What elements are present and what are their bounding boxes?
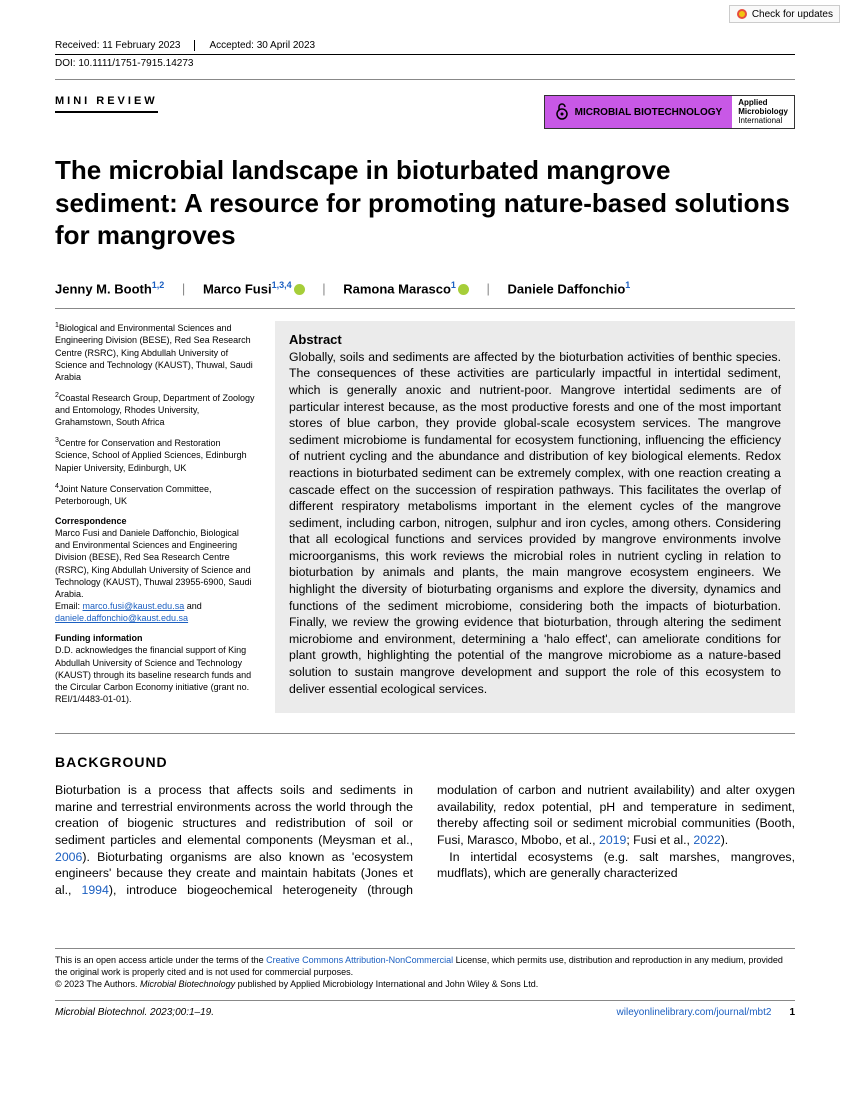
email-link-1[interactable]: marco.fusi@kaust.edu.sa xyxy=(83,601,185,611)
abstract-heading: Abstract xyxy=(289,331,781,349)
orcid-icon[interactable] xyxy=(458,284,469,295)
citation-link[interactable]: 2019 xyxy=(599,833,626,847)
check-updates-label: Check for updates xyxy=(752,9,833,20)
publisher-line3: International xyxy=(738,117,788,126)
author-1: Jenny M. Booth1,2 xyxy=(55,280,164,296)
abstract-text: Globally, soils and sediments are affect… xyxy=(289,350,781,696)
body-text: Bioturbation is a process that affects s… xyxy=(55,782,795,898)
copyright: © 2023 The Authors. Microbial Biotechnol… xyxy=(55,979,538,989)
check-updates-icon xyxy=(736,8,748,20)
open-access-icon xyxy=(555,103,569,121)
section-heading-background: BACKGROUND xyxy=(55,754,795,770)
meta-row: Received: 11 February 2023 Accepted: 30 … xyxy=(55,40,795,55)
abstract-box: Abstract Globally, soils and sediments a… xyxy=(275,321,795,713)
orcid-icon[interactable] xyxy=(294,284,305,295)
citation-link[interactable]: 2006 xyxy=(55,850,82,864)
author-4: Daniele Daffonchio1 xyxy=(508,280,631,296)
journal-badge: MICROBIAL BIOTECHNOLOGY Applied Microbio… xyxy=(544,95,795,129)
license-footer: This is an open access article under the… xyxy=(55,948,795,990)
citation-link[interactable]: 2022 xyxy=(693,833,720,847)
author-3: Ramona Marasco1 xyxy=(343,280,469,296)
affiliation-4: 4Joint Nature Conservation Committee, Pe… xyxy=(55,482,255,507)
accepted-date: Accepted: 30 April 2023 xyxy=(194,40,315,51)
license-link[interactable]: Creative Commons Attribution-NonCommerci… xyxy=(266,955,453,965)
citation-link[interactable]: 1994 xyxy=(81,883,108,897)
footer-bar: Microbial Biotechnol. 2023;00:1–19. wile… xyxy=(55,1000,795,1018)
author-2: Marco Fusi1,3,4 xyxy=(203,280,305,296)
journal-url-link[interactable]: wileyonlinelibrary.com/journal/mbt2 xyxy=(617,1007,772,1018)
article-type: MINI REVIEW xyxy=(55,95,158,113)
page-number: 1 xyxy=(779,1007,795,1018)
article-title: The microbial landscape in bioturbated m… xyxy=(55,154,795,252)
header-row: MINI REVIEW MICROBIAL BIOTECHNOLOGY Appl… xyxy=(55,95,795,129)
journal-name: MICROBIAL BIOTECHNOLOGY xyxy=(575,107,723,118)
citation-text: Microbial Biotechnol. 2023;00:1–19. xyxy=(55,1007,214,1018)
mid-section: 1Biological and Environmental Sciences a… xyxy=(55,321,795,734)
doi: DOI: 10.1111/1751-7915.14273 xyxy=(55,55,795,80)
affiliations-column: 1Biological and Environmental Sciences a… xyxy=(55,321,255,713)
received-date: Received: 11 February 2023 xyxy=(55,40,180,51)
check-updates-button[interactable]: Check for updates xyxy=(729,5,840,23)
affiliation-2: 2Coastal Research Group, Department of Z… xyxy=(55,391,255,428)
author-list: Jenny M. Booth1,2 | Marco Fusi1,3,4 | Ra… xyxy=(55,280,795,309)
affiliation-3: 3Centre for Conservation and Restoration… xyxy=(55,436,255,473)
email-link-2[interactable]: daniele.daffonchio@kaust.edu.sa xyxy=(55,613,188,623)
funding: Funding information D.D. acknowledges th… xyxy=(55,632,255,705)
correspondence: Correspondence Marco Fusi and Daniele Da… xyxy=(55,515,255,624)
affiliation-1: 1Biological and Environmental Sciences a… xyxy=(55,321,255,383)
